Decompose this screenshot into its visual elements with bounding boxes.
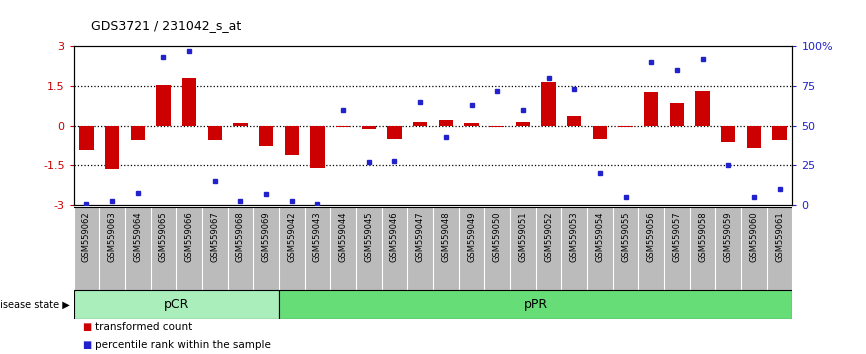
Bar [234,123,248,126]
Bar [387,126,402,139]
Bar [413,122,427,126]
Bar [105,126,120,170]
Text: GSM559064: GSM559064 [133,211,142,262]
Bar [131,126,145,140]
Text: GSM559048: GSM559048 [442,211,450,262]
Bar [310,126,325,168]
Bar [285,126,299,155]
Text: GSM559043: GSM559043 [313,211,322,262]
Bar [618,126,632,127]
Text: GSM559051: GSM559051 [519,211,527,262]
Text: GSM559062: GSM559062 [82,211,91,262]
Text: percentile rank within the sample: percentile rank within the sample [95,340,271,350]
Text: GSM559055: GSM559055 [621,211,630,262]
Text: pPR: pPR [524,298,548,311]
Bar [336,126,350,127]
Bar [772,126,786,140]
Bar [593,126,607,139]
Text: pCR: pCR [164,298,189,311]
Text: GDS3721 / 231042_s_at: GDS3721 / 231042_s_at [91,19,241,32]
Text: ■: ■ [82,340,92,350]
Bar [80,126,94,149]
Text: GSM559056: GSM559056 [647,211,656,262]
Bar [464,123,479,126]
Text: GSM559058: GSM559058 [698,211,707,262]
Bar [362,126,376,129]
Bar [490,126,504,127]
Text: GSM559065: GSM559065 [159,211,168,262]
Bar [208,126,222,140]
Bar [567,116,581,126]
Text: GSM559042: GSM559042 [288,211,296,262]
Text: GSM559060: GSM559060 [749,211,759,262]
Bar [644,92,658,126]
Bar [541,82,556,126]
Bar [516,122,530,126]
Text: GSM559052: GSM559052 [544,211,553,262]
Bar [182,78,197,126]
Bar [721,126,735,142]
Text: GSM559061: GSM559061 [775,211,784,262]
Text: GSM559047: GSM559047 [416,211,424,262]
Text: GSM559045: GSM559045 [365,211,373,262]
Text: disease state ▶: disease state ▶ [0,299,69,309]
Bar [669,103,684,126]
Text: GSM559067: GSM559067 [210,211,219,262]
Text: transformed count: transformed count [95,322,192,332]
Text: GSM559050: GSM559050 [493,211,501,262]
Text: GSM559069: GSM559069 [262,211,271,262]
Text: GSM559046: GSM559046 [390,211,399,262]
Bar [279,290,792,319]
Text: GSM559049: GSM559049 [467,211,476,262]
Bar [157,85,171,126]
Bar [695,91,709,126]
Text: GSM559044: GSM559044 [339,211,347,262]
Text: GSM559057: GSM559057 [672,211,682,262]
Text: GSM559066: GSM559066 [184,211,194,262]
Text: GSM559054: GSM559054 [595,211,604,262]
Text: GSM559053: GSM559053 [570,211,578,262]
Text: GSM559063: GSM559063 [107,211,117,262]
Text: ■: ■ [82,322,92,332]
Bar [439,120,453,126]
Bar [259,126,273,145]
Text: GSM559068: GSM559068 [236,211,245,262]
Bar [746,126,761,148]
Text: GSM559059: GSM559059 [724,211,733,262]
Bar [74,290,279,319]
